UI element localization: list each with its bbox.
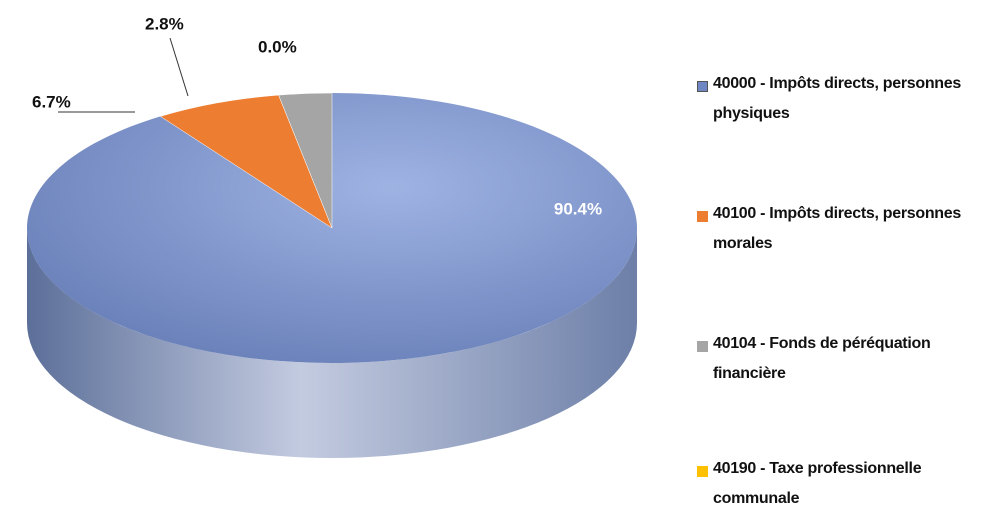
legend-label: 40100 - Impôts directs, personnes morale…: [713, 205, 961, 252]
data-label: 0.0%: [258, 37, 297, 56]
pie-side: [27, 228, 637, 458]
pie-slice: [278, 92, 333, 229]
leader-line: [169, 37, 189, 97]
legend-swatch: [697, 341, 708, 352]
data-label: 90.4%: [554, 199, 602, 218]
legend-label: 40000 - Impôts directs, personnes physiq…: [713, 75, 961, 122]
legend-item: 40000 - Impôts directs, personnes physiq…: [697, 75, 1003, 129]
data-label: 6.7%: [32, 92, 71, 111]
legend-item: 40100 - Impôts directs, personnes morale…: [697, 205, 1003, 259]
legend-swatch: [697, 81, 708, 92]
legend-item: 40190 - Taxe professionnelle communale: [697, 460, 1003, 514]
legend-label: 40190 - Taxe professionnelle communale: [713, 460, 922, 507]
legend-swatch: [697, 211, 708, 222]
data-label: 2.8%: [145, 14, 184, 33]
pie-slice: [159, 94, 333, 229]
legend-swatch: [697, 466, 708, 477]
legend-label: 40104 - Fonds de péréquation financière: [713, 335, 931, 382]
legend-item: 40104 - Fonds de péréquation financière: [697, 335, 1003, 389]
